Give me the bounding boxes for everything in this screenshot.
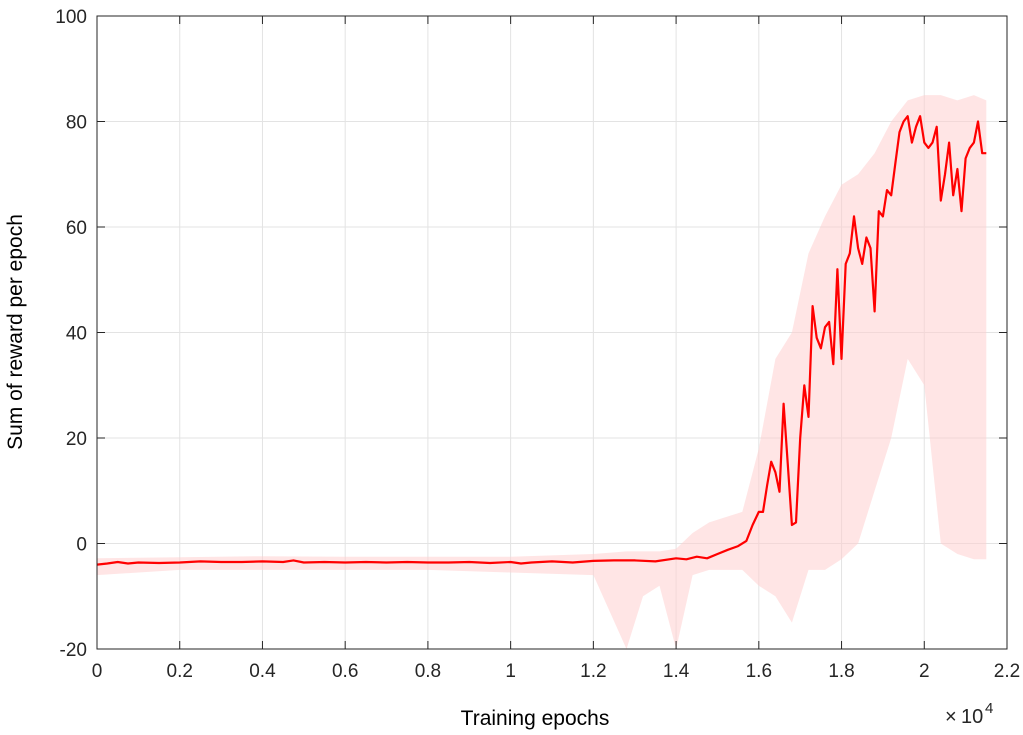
x-tick-label: 0.4 xyxy=(249,661,276,682)
x-tick-label: 1.4 xyxy=(663,661,690,682)
series-group xyxy=(96,115,987,566)
x-tick-label: 1 xyxy=(505,661,516,682)
x-tick-label: 1.2 xyxy=(580,661,606,682)
x-tick-label: 0.2 xyxy=(167,661,193,682)
x-tick-label: 2 xyxy=(919,661,930,682)
x-axis: 0 0.2 0.4 0.6 0.8 1 1.2 1.4 1.6 1.8 2 2.2 xyxy=(92,16,1020,682)
y-tick-label: 60 xyxy=(66,218,87,239)
x-exponent-times: × xyxy=(945,706,957,728)
x-tick-label: 2.2 xyxy=(994,661,1020,682)
x-tick-label: 0.6 xyxy=(332,661,358,682)
y-tick-label: 0 xyxy=(76,535,87,556)
x-tick-label: 1.8 xyxy=(828,661,854,682)
y-tick-label: 80 xyxy=(66,113,87,134)
y-axis-title: Sum of reward per epoch xyxy=(4,214,27,450)
series-line-smoothed xyxy=(96,115,987,566)
x-exponent-label: × 10 4 xyxy=(945,700,993,728)
x-exponent-power: 4 xyxy=(985,700,993,717)
x-tick-label: 0 xyxy=(92,661,103,682)
y-tick-label: 40 xyxy=(66,324,87,345)
y-axis: -20 0 20 40 60 80 100 xyxy=(55,7,1007,661)
x-tick-label: 1.6 xyxy=(746,661,772,682)
x-exponent-base: 10 xyxy=(961,706,983,728)
x-axis-title: Training epochs xyxy=(461,707,610,730)
y-tick-label: -20 xyxy=(60,640,87,661)
y-tick-label: 100 xyxy=(55,7,87,28)
x-tick-label: 0.8 xyxy=(415,661,441,682)
y-tick-label: 20 xyxy=(66,429,87,450)
